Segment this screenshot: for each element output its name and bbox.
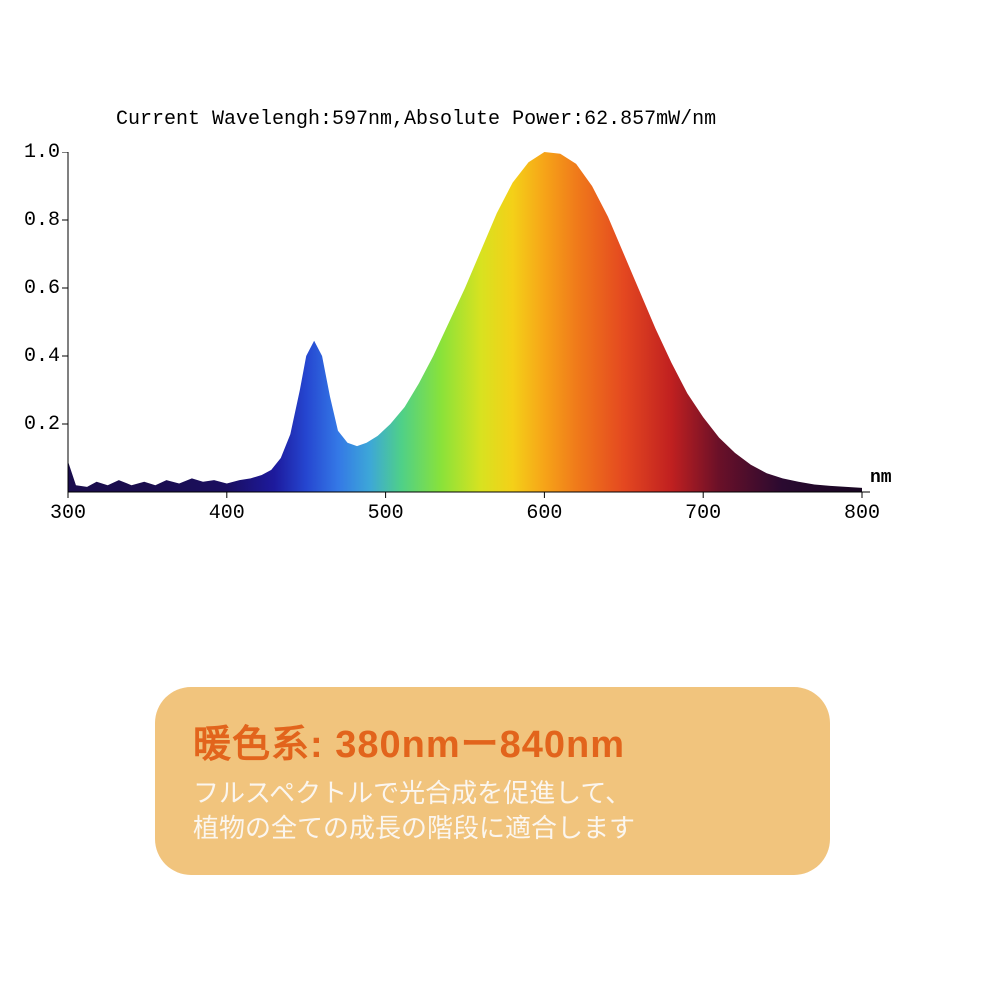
y-tick-label: 0.8 [10,209,60,232]
x-tick-label: 800 [832,502,892,525]
info-label-title: 暖色系: 380nmー840nm [193,713,792,768]
info-label-box: 暖色系: 380nmー840nm フルスペクトルで光合成を促進して、 植物の全て… [155,687,830,875]
y-tick-label: 1.0 [10,141,60,164]
x-tick-label: 300 [38,502,98,525]
spectrum-chart [68,145,876,515]
spectrum-plot-svg [60,152,874,502]
chart-title: Current Wavelengh:597nm,Absolute Power:6… [116,108,716,131]
info-label-subtitle: フルスペクトルで光合成を促進して、 植物の全ての成長の階段に適合します [193,776,792,846]
info-sub-line2: 植物の全ての成長の階段に適合します [193,813,635,843]
x-tick-label: 700 [673,502,733,525]
y-tick-label: 0.6 [10,277,60,300]
x-tick-label: 600 [514,502,574,525]
y-tick-label: 0.2 [10,413,60,436]
x-axis-unit: nm [870,468,892,488]
x-tick-label: 500 [356,502,416,525]
info-sub-line1: フルスペクトルで光合成を促進して、 [193,778,631,808]
x-tick-label: 400 [197,502,257,525]
y-tick-label: 0.4 [10,345,60,368]
